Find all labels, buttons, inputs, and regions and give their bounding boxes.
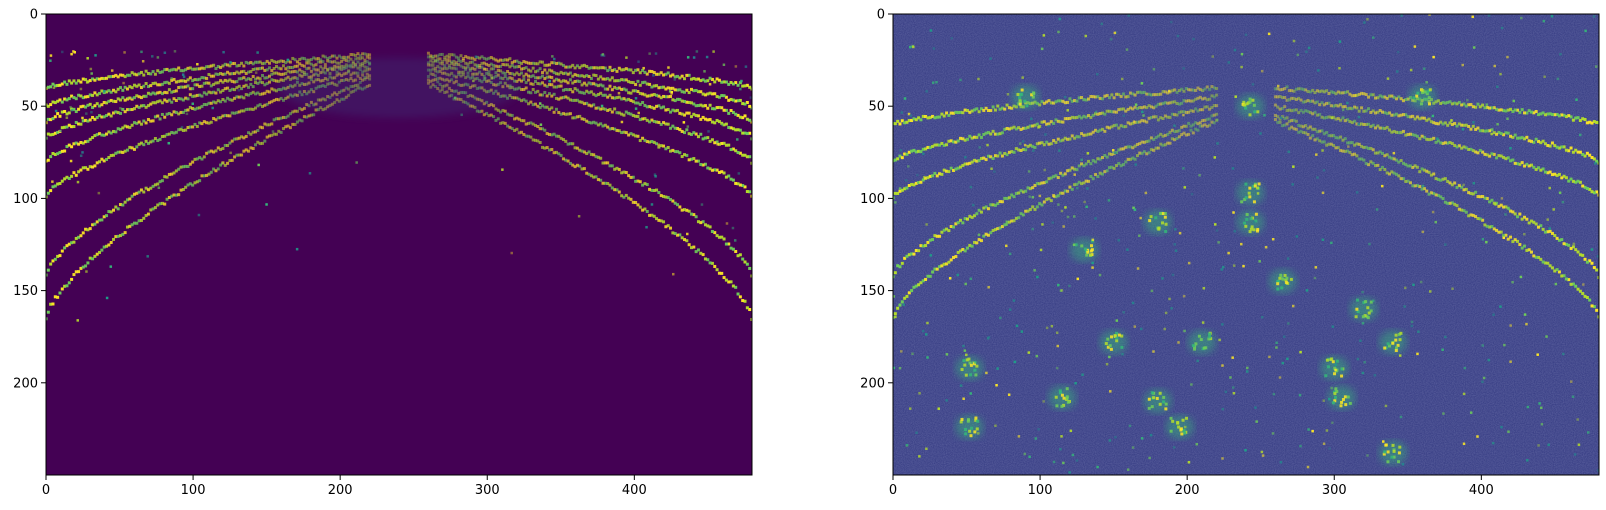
left-x-tick-label: 300 — [475, 483, 500, 498]
left-center-glow — [279, 57, 519, 118]
right-x-tick-label: 300 — [1322, 483, 1347, 498]
right-blob — [1236, 210, 1265, 235]
right-y-tick-label: 200 — [860, 376, 885, 391]
right-blob — [1165, 415, 1194, 440]
right-blob — [1349, 297, 1378, 322]
left-y-tick-label: 0 — [30, 8, 38, 23]
right-blob — [955, 415, 984, 440]
right-heatmap-panel: 0 100 200 300 400 0 50 100 150 200 — [860, 8, 1600, 498]
left-x-tick-label: 400 — [622, 483, 647, 498]
right-blob — [1236, 180, 1265, 205]
left-y-tick-label: 200 — [13, 376, 38, 391]
right-heatmap-noise — [893, 14, 1599, 475]
right-x-tick-label: 100 — [1028, 483, 1053, 498]
left-y-tick-label: 50 — [21, 100, 38, 115]
right-blob — [1070, 238, 1099, 263]
right-blob — [1143, 389, 1172, 414]
right-plot-frame — [892, 13, 1600, 476]
left-plot-frame — [45, 13, 753, 476]
right-blob — [1379, 330, 1408, 355]
right-y-tick-label: 150 — [860, 284, 885, 299]
right-curve — [893, 85, 1599, 126]
right-x-tick-label: 0 — [889, 483, 897, 498]
right-speckle — [893, 14, 1599, 474]
right-blob — [1143, 210, 1172, 235]
right-y-tick-label: 50 — [868, 100, 885, 115]
right-x-tick-label: 400 — [1469, 483, 1494, 498]
right-blob — [1187, 330, 1216, 355]
right-blob — [1048, 385, 1077, 410]
right-curve — [893, 103, 1599, 200]
left-curve — [46, 55, 752, 110]
right-curve — [893, 112, 1599, 280]
left-y-tick-label: 150 — [13, 284, 38, 299]
right-blob — [1099, 330, 1128, 355]
right-blob — [1236, 94, 1265, 119]
right-x-tick-label: 200 — [1175, 483, 1200, 498]
right-y-tick-label: 0 — [877, 8, 885, 23]
right-curve — [893, 93, 1599, 165]
right-blob — [1320, 356, 1349, 381]
right-blob — [1408, 84, 1437, 109]
right-blob — [955, 356, 984, 381]
left-y-tick-label: 100 — [13, 192, 38, 207]
right-blob — [1268, 269, 1297, 294]
left-x-tick-label: 0 — [42, 483, 50, 498]
right-curve — [893, 118, 1599, 320]
right-blob — [1011, 84, 1040, 109]
left-heatmap-panel: 0 100 200 300 400 0 50 100 150 200 — [13, 8, 753, 498]
left-x-tick-label: 200 — [328, 483, 353, 498]
left-x-tick-label: 100 — [181, 483, 206, 498]
right-blob — [1379, 440, 1408, 465]
right-blob — [1327, 385, 1356, 410]
right-y-tick-label: 100 — [860, 192, 885, 207]
